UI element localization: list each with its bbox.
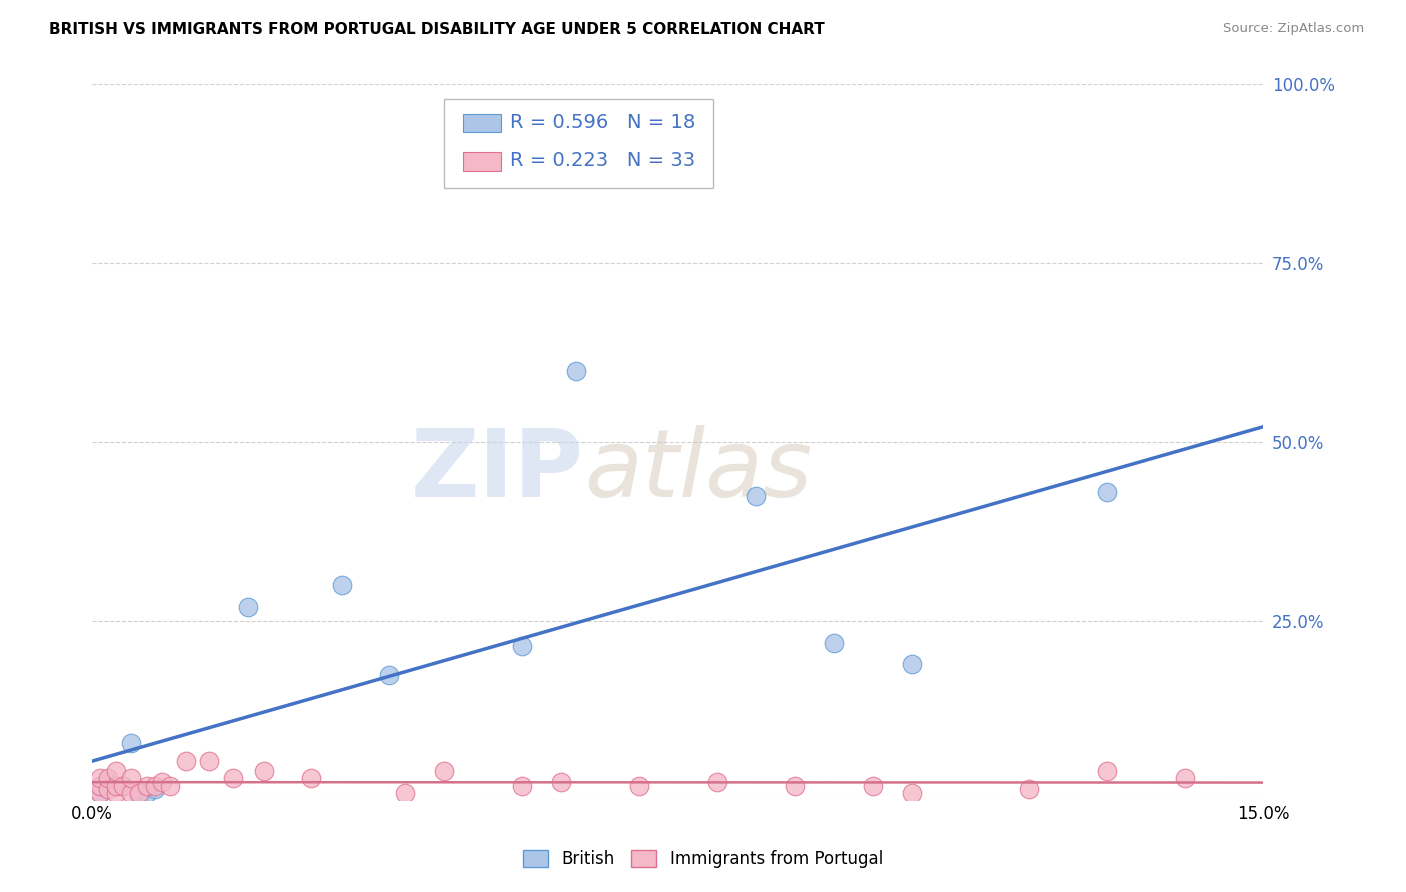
Point (97, 775, 120, 789)
Point (152, 775, 174, 789)
Point (89, 779, 111, 793)
Text: Source: ZipAtlas.com: Source: ZipAtlas.com (1223, 22, 1364, 36)
Point (550, 775, 572, 789)
Point (128, 786, 150, 800)
FancyBboxPatch shape (464, 153, 501, 171)
FancyBboxPatch shape (443, 99, 713, 188)
Point (97, 772, 120, 786)
Point (510, 639, 533, 653)
Point (565, 364, 588, 378)
Point (901, 786, 924, 800)
Point (378, 667, 401, 681)
Point (1018, 782, 1040, 797)
Text: ZIP: ZIP (411, 425, 583, 516)
Point (862, 779, 884, 793)
Point (238, 599, 260, 614)
Point (112, 779, 135, 793)
Point (222, 772, 245, 786)
Point (1097, 485, 1119, 500)
Point (104, 779, 127, 793)
Text: R = 0.223   N = 33: R = 0.223 N = 33 (510, 152, 696, 170)
Point (112, 779, 135, 793)
Point (104, 779, 127, 793)
Point (120, 786, 142, 800)
Point (198, 754, 221, 768)
Point (510, 779, 533, 793)
Point (394, 786, 416, 800)
Point (89, 786, 111, 800)
Text: atlas: atlas (583, 425, 813, 516)
Legend: British, Immigrants from Portugal: British, Immigrants from Portugal (516, 843, 890, 875)
Point (174, 754, 197, 768)
Point (330, 578, 353, 592)
Point (143, 779, 166, 793)
Point (89, 786, 111, 800)
Point (706, 775, 728, 789)
Point (627, 779, 650, 793)
Point (120, 736, 142, 750)
Point (299, 772, 322, 786)
Point (783, 779, 806, 793)
Point (135, 786, 157, 800)
Point (159, 779, 181, 793)
Point (97, 782, 120, 797)
Point (128, 789, 150, 804)
Text: R = 0.596   N = 18: R = 0.596 N = 18 (510, 113, 696, 132)
Text: BRITISH VS IMMIGRANTS FROM PORTUGAL DISABILITY AGE UNDER 5 CORRELATION CHART: BRITISH VS IMMIGRANTS FROM PORTUGAL DISA… (49, 22, 825, 37)
Point (120, 772, 142, 786)
Point (104, 786, 127, 800)
Point (823, 635, 845, 649)
Point (1174, 772, 1197, 786)
Point (89, 779, 111, 793)
Point (89, 772, 111, 786)
Point (1097, 764, 1119, 779)
Point (432, 764, 454, 779)
Point (104, 764, 127, 779)
Point (745, 489, 768, 503)
FancyBboxPatch shape (464, 114, 501, 132)
Point (143, 782, 166, 797)
Point (135, 779, 157, 793)
Point (253, 764, 276, 779)
Point (901, 657, 924, 671)
